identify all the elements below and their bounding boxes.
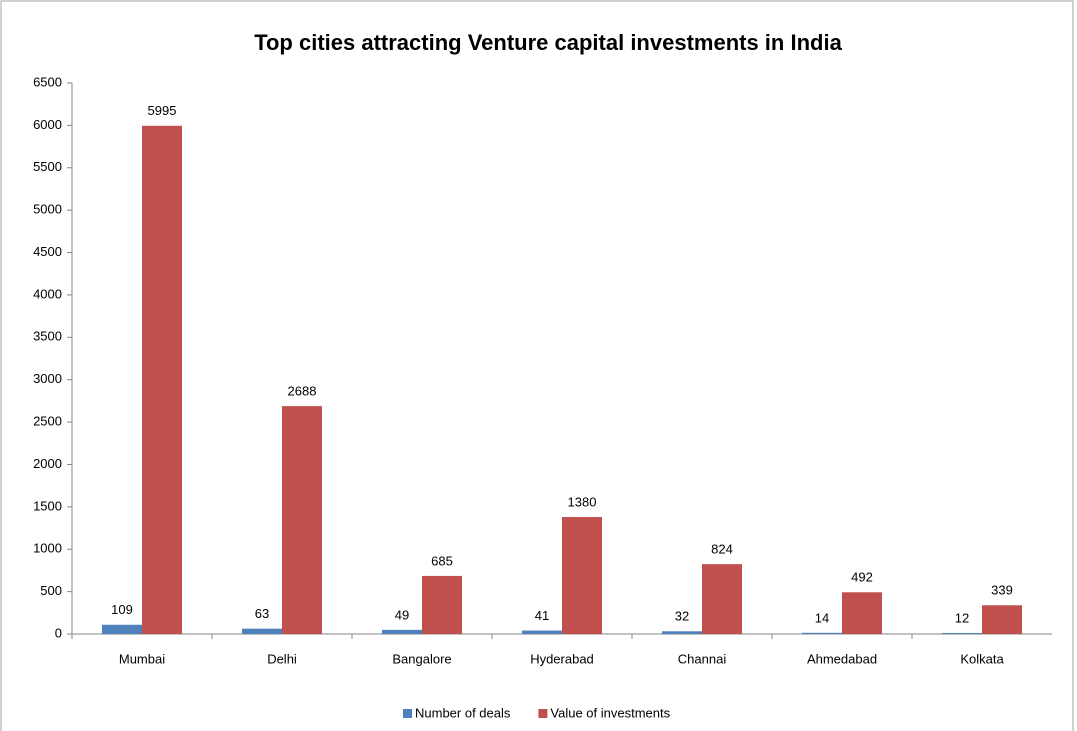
y-tick-label: 6000 — [33, 117, 62, 132]
bar — [102, 624, 142, 634]
bar — [982, 605, 1022, 634]
bar — [142, 125, 182, 634]
legend-swatch — [538, 709, 548, 718]
data-label: 685 — [431, 553, 453, 568]
bar — [802, 632, 842, 634]
x-tick-label: Kolkata — [960, 651, 1004, 666]
bar — [662, 631, 702, 634]
data-label: 492 — [851, 570, 873, 585]
x-tick-label: Channai — [678, 651, 727, 666]
y-tick-label: 1000 — [33, 541, 62, 556]
data-label: 339 — [991, 583, 1013, 598]
bar — [282, 406, 322, 634]
y-tick-label: 3000 — [33, 371, 62, 386]
legend-label: Number of deals — [415, 705, 511, 720]
y-tick-label: 4000 — [33, 286, 62, 301]
x-tick-label: Delhi — [267, 651, 297, 666]
y-tick-label: 2500 — [33, 414, 62, 429]
data-label: 5995 — [148, 103, 177, 118]
x-tick-label: Ahmedabad — [807, 651, 877, 666]
y-tick-label: 4500 — [33, 244, 62, 259]
bar — [702, 564, 742, 634]
data-label: 824 — [711, 542, 733, 557]
data-label: 63 — [255, 606, 269, 621]
x-tick-label: Bangalore — [392, 651, 451, 666]
bar — [562, 517, 602, 634]
data-label: 41 — [535, 608, 549, 623]
y-tick-label: 6500 — [33, 74, 62, 89]
data-label: 109 — [111, 602, 133, 617]
y-tick-label: 5500 — [33, 159, 62, 174]
data-label: 12 — [955, 610, 969, 625]
chart-title: Top cities attracting Venture capital in… — [254, 30, 842, 55]
data-label: 14 — [815, 610, 829, 625]
bar — [942, 632, 982, 634]
y-tick-label: 2000 — [33, 456, 62, 471]
y-tick-label: 3500 — [33, 329, 62, 344]
y-tick-label: 5000 — [33, 202, 62, 217]
legend-swatch — [403, 709, 412, 718]
y-tick-label: 0 — [55, 625, 62, 640]
bar — [422, 575, 462, 634]
x-tick-label: Hyderabad — [530, 651, 594, 666]
y-tick-label: 1500 — [33, 498, 62, 513]
x-tick-label: Mumbai — [119, 651, 165, 666]
bar — [522, 630, 562, 634]
bar — [382, 629, 422, 634]
data-label: 2688 — [288, 384, 317, 399]
bar — [842, 592, 882, 634]
legend-label: Value of investments — [550, 705, 670, 720]
data-label: 1380 — [568, 494, 597, 509]
y-tick-label: 500 — [40, 583, 62, 598]
bar — [242, 628, 282, 634]
data-label: 49 — [395, 607, 409, 622]
data-label: 32 — [675, 609, 689, 624]
